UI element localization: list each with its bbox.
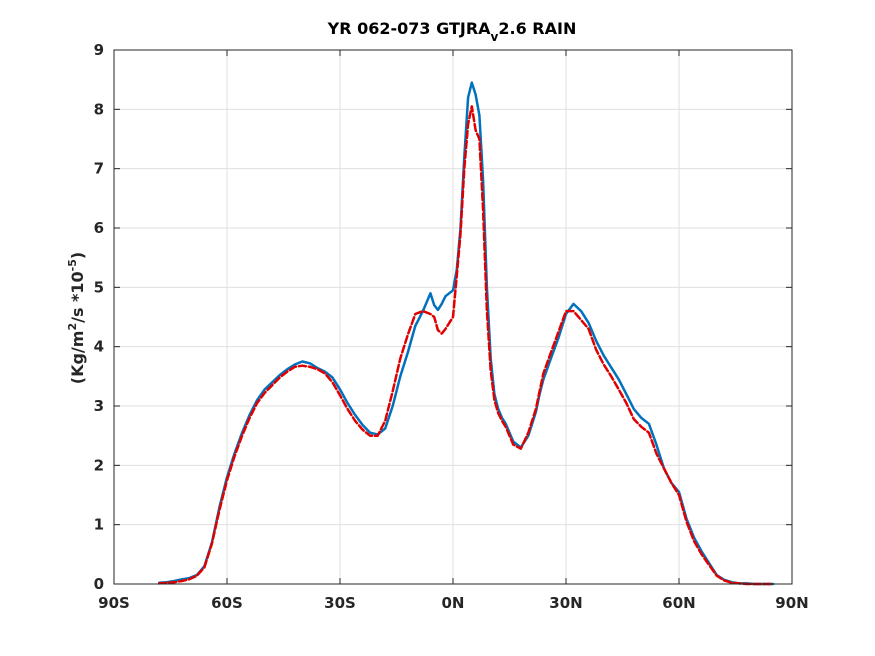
x-tick-label: 30S xyxy=(324,594,356,612)
chart-title: YR 062-073 GTJRAv2.6 RAIN xyxy=(327,19,577,44)
y-tick-label: 7 xyxy=(94,160,104,178)
x-tick-label: 60N xyxy=(662,594,695,612)
y-tick-label: 6 xyxy=(94,219,104,237)
y-tick-label: 0 xyxy=(94,575,104,593)
axes-box xyxy=(113,49,793,585)
y-tick-label: 4 xyxy=(94,338,104,356)
y-tick-label: 8 xyxy=(94,100,104,118)
x-tick-label: 30N xyxy=(549,594,582,612)
series-line-2 xyxy=(157,105,775,586)
x-tick-label: 0N xyxy=(442,594,465,612)
x-tick-label: 90S xyxy=(98,594,130,612)
y-tick-label: 1 xyxy=(94,516,104,534)
y-tick-label: 9 xyxy=(94,41,104,59)
x-tick-label: 90N xyxy=(775,594,808,612)
y-tick-label: 5 xyxy=(94,278,104,296)
series-line-1 xyxy=(157,81,775,586)
x-tick-label: 60S xyxy=(211,594,243,612)
axes: 90S 60S 30S 0N 30N 60N 90N 0 1 2 3 4 5 6 7 8 9 xyxy=(94,41,809,612)
y-tick-label: 3 xyxy=(94,397,104,415)
y-axis-label: (Kg/m2/s *10-5) xyxy=(66,252,87,384)
plot-series xyxy=(157,81,775,586)
y-tick-label: 2 xyxy=(94,456,104,474)
